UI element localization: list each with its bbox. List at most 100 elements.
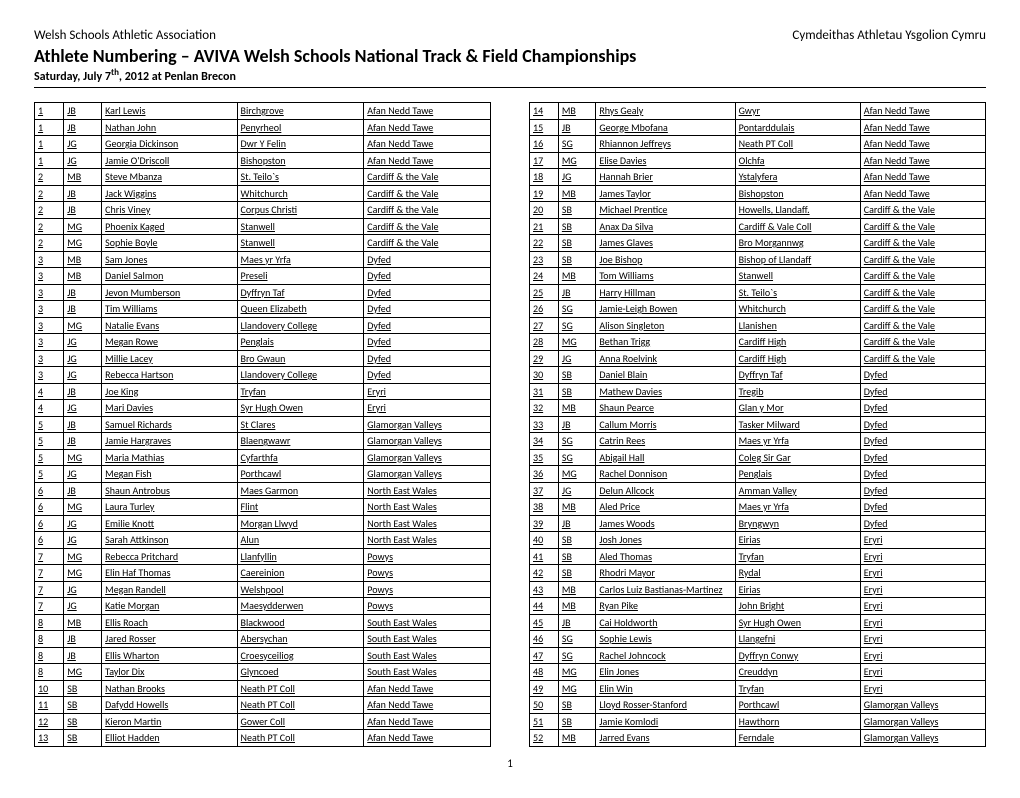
table-row: 13SBElliot HaddenNeath PT CollAfan Nedd … [35, 730, 491, 747]
table-cell: SG [558, 631, 595, 648]
table-cell: Karl Lewis [102, 103, 237, 120]
table-cell: Callum Morris [596, 416, 735, 433]
table-cell: MB [558, 581, 595, 598]
table-row: 7JGKatie MorganMaesydderwenPowys [35, 598, 491, 615]
table-row: 18JGHannah BrierYstalyferaAfan Nedd Tawe [530, 169, 986, 186]
table-row: 2MGPhoenix KagedStanwellCardiff & the Va… [35, 218, 491, 235]
table-cell: 42 [530, 565, 559, 582]
table-cell: 11 [35, 697, 64, 714]
table-cell: SG [558, 136, 595, 153]
table-cell: Eryri [860, 548, 985, 565]
table-cell: Joe King [102, 383, 237, 400]
table-cell: Afan Nedd Tawe [364, 713, 491, 730]
table-cell: Lloyd Rosser-Stanford [596, 697, 735, 714]
table-row: 25JBHarry HillmanSt. Teilo`sCardiff & th… [530, 284, 986, 301]
table-row: 38MBAled PriceMaes yr YrfaDyfed [530, 499, 986, 516]
table-cell: 21 [530, 218, 559, 235]
table-cell: Chris Viney [102, 202, 237, 219]
table-cell: Sophie Lewis [596, 631, 735, 648]
table-cell: 1 [35, 152, 64, 169]
table-cell: Rachel Johncock [596, 647, 735, 664]
table-cell: Glamorgan Valleys [364, 449, 491, 466]
table-cell: Hawthorn [735, 713, 860, 730]
table-cell: 38 [530, 499, 559, 516]
table-cell: 34 [530, 433, 559, 450]
table-cell: 43 [530, 581, 559, 598]
table-cell: Tim Williams [102, 301, 237, 318]
table-cell: MG [64, 664, 102, 681]
table-cell: SB [558, 235, 595, 252]
table-cell: 16 [530, 136, 559, 153]
table-cell: Emilie Knott [102, 515, 237, 532]
table-cell: 7 [35, 598, 64, 615]
table-cell: SB [558, 697, 595, 714]
table-cell: Rydal [735, 565, 860, 582]
table-cell: Creuddyn [735, 664, 860, 681]
table-cell: Whitchurch [237, 185, 364, 202]
table-cell: Welshpool [237, 581, 364, 598]
table-row: 17MGElise DaviesOlchfaAfan Nedd Tawe [530, 152, 986, 169]
table-cell: MG [64, 317, 102, 334]
table-cell: 14 [530, 103, 559, 120]
table-cell: Glamorgan Valleys [860, 713, 985, 730]
table-cell: Anna Roelvink [596, 350, 735, 367]
table-row: 2MBSteve MbanzaSt. Teilo`sCardiff & the … [35, 169, 491, 186]
table-cell: Cardiff High [735, 350, 860, 367]
table-cell: Dyfed [860, 466, 985, 483]
table-cell: MB [558, 499, 595, 516]
table-cell: Cardiff & the Vale [860, 268, 985, 285]
table-cell: Afan Nedd Tawe [364, 680, 491, 697]
table-cell: MB [558, 185, 595, 202]
table-cell: Alison Singleton [596, 317, 735, 334]
table-cell: Steve Mbanza [102, 169, 237, 186]
table-cell: 52 [530, 730, 559, 747]
table-cell: Penyrheol [237, 119, 364, 136]
table-cell: Queen Elizabeth [237, 301, 364, 318]
table-cell: 5 [35, 433, 64, 450]
table-cell: Jamie O'Driscoll [102, 152, 237, 169]
table-cell: JB [558, 515, 595, 532]
table-cell: Neath PT Coll [237, 730, 364, 747]
table-cell: Amman Valley [735, 482, 860, 499]
table-cell: 29 [530, 350, 559, 367]
table-row: 42SBRhodri MayorRydalEryri [530, 565, 986, 582]
table-cell: Bryngwyn [735, 515, 860, 532]
table-cell: Powys [364, 565, 491, 582]
table-row: 14MBRhys GealyGwyrAfan Nedd Tawe [530, 103, 986, 120]
table-cell: JG [64, 367, 102, 384]
table-cell: Stanwell [237, 235, 364, 252]
table-row: 3JGMillie LaceyBro GwaunDyfed [35, 350, 491, 367]
table-cell: SB [64, 697, 102, 714]
table-cell: Eryri [860, 581, 985, 598]
table-cell: Elin Haf Thomas [102, 565, 237, 582]
table-cell: MG [558, 334, 595, 351]
table-cell: Mathew Davies [596, 383, 735, 400]
table-row: 1JBNathan JohnPenyrheolAfan Nedd Tawe [35, 119, 491, 136]
table-cell: Dyfed [364, 350, 491, 367]
table-cell: 20 [530, 202, 559, 219]
table-cell: Cardiff & the Vale [364, 185, 491, 202]
table-cell: Phoenix Kaged [102, 218, 237, 235]
table-cell: Cardiff & the Vale [860, 350, 985, 367]
table-row: 31SBMathew DaviesTregibDyfed [530, 383, 986, 400]
table-cell: Maes yr Yrfa [735, 499, 860, 516]
table-cell: 2 [35, 202, 64, 219]
table-row: 1JBKarl LewisBirchgroveAfan Nedd Tawe [35, 103, 491, 120]
table-cell: Maes yr Yrfa [735, 433, 860, 450]
table-cell: Nathan John [102, 119, 237, 136]
table-cell: Katie Morgan [102, 598, 237, 615]
table-cell: Eryri [860, 680, 985, 697]
table-cell: MG [64, 218, 102, 235]
table-cell: MB [64, 268, 102, 285]
table-cell: Megan Rowe [102, 334, 237, 351]
table-row: 37JGDelun AllcockAmman ValleyDyfed [530, 482, 986, 499]
table-cell: 27 [530, 317, 559, 334]
table-row: 11SBDafydd HowellsNeath PT CollAfan Nedd… [35, 697, 491, 714]
table-cell: JB [64, 119, 102, 136]
table-cell: Penglais [237, 334, 364, 351]
table-cell: 7 [35, 565, 64, 582]
table-cell: Cardiff & the Vale [364, 218, 491, 235]
table-cell: SB [64, 713, 102, 730]
table-cell: JB [64, 301, 102, 318]
table-cell: 18 [530, 169, 559, 186]
